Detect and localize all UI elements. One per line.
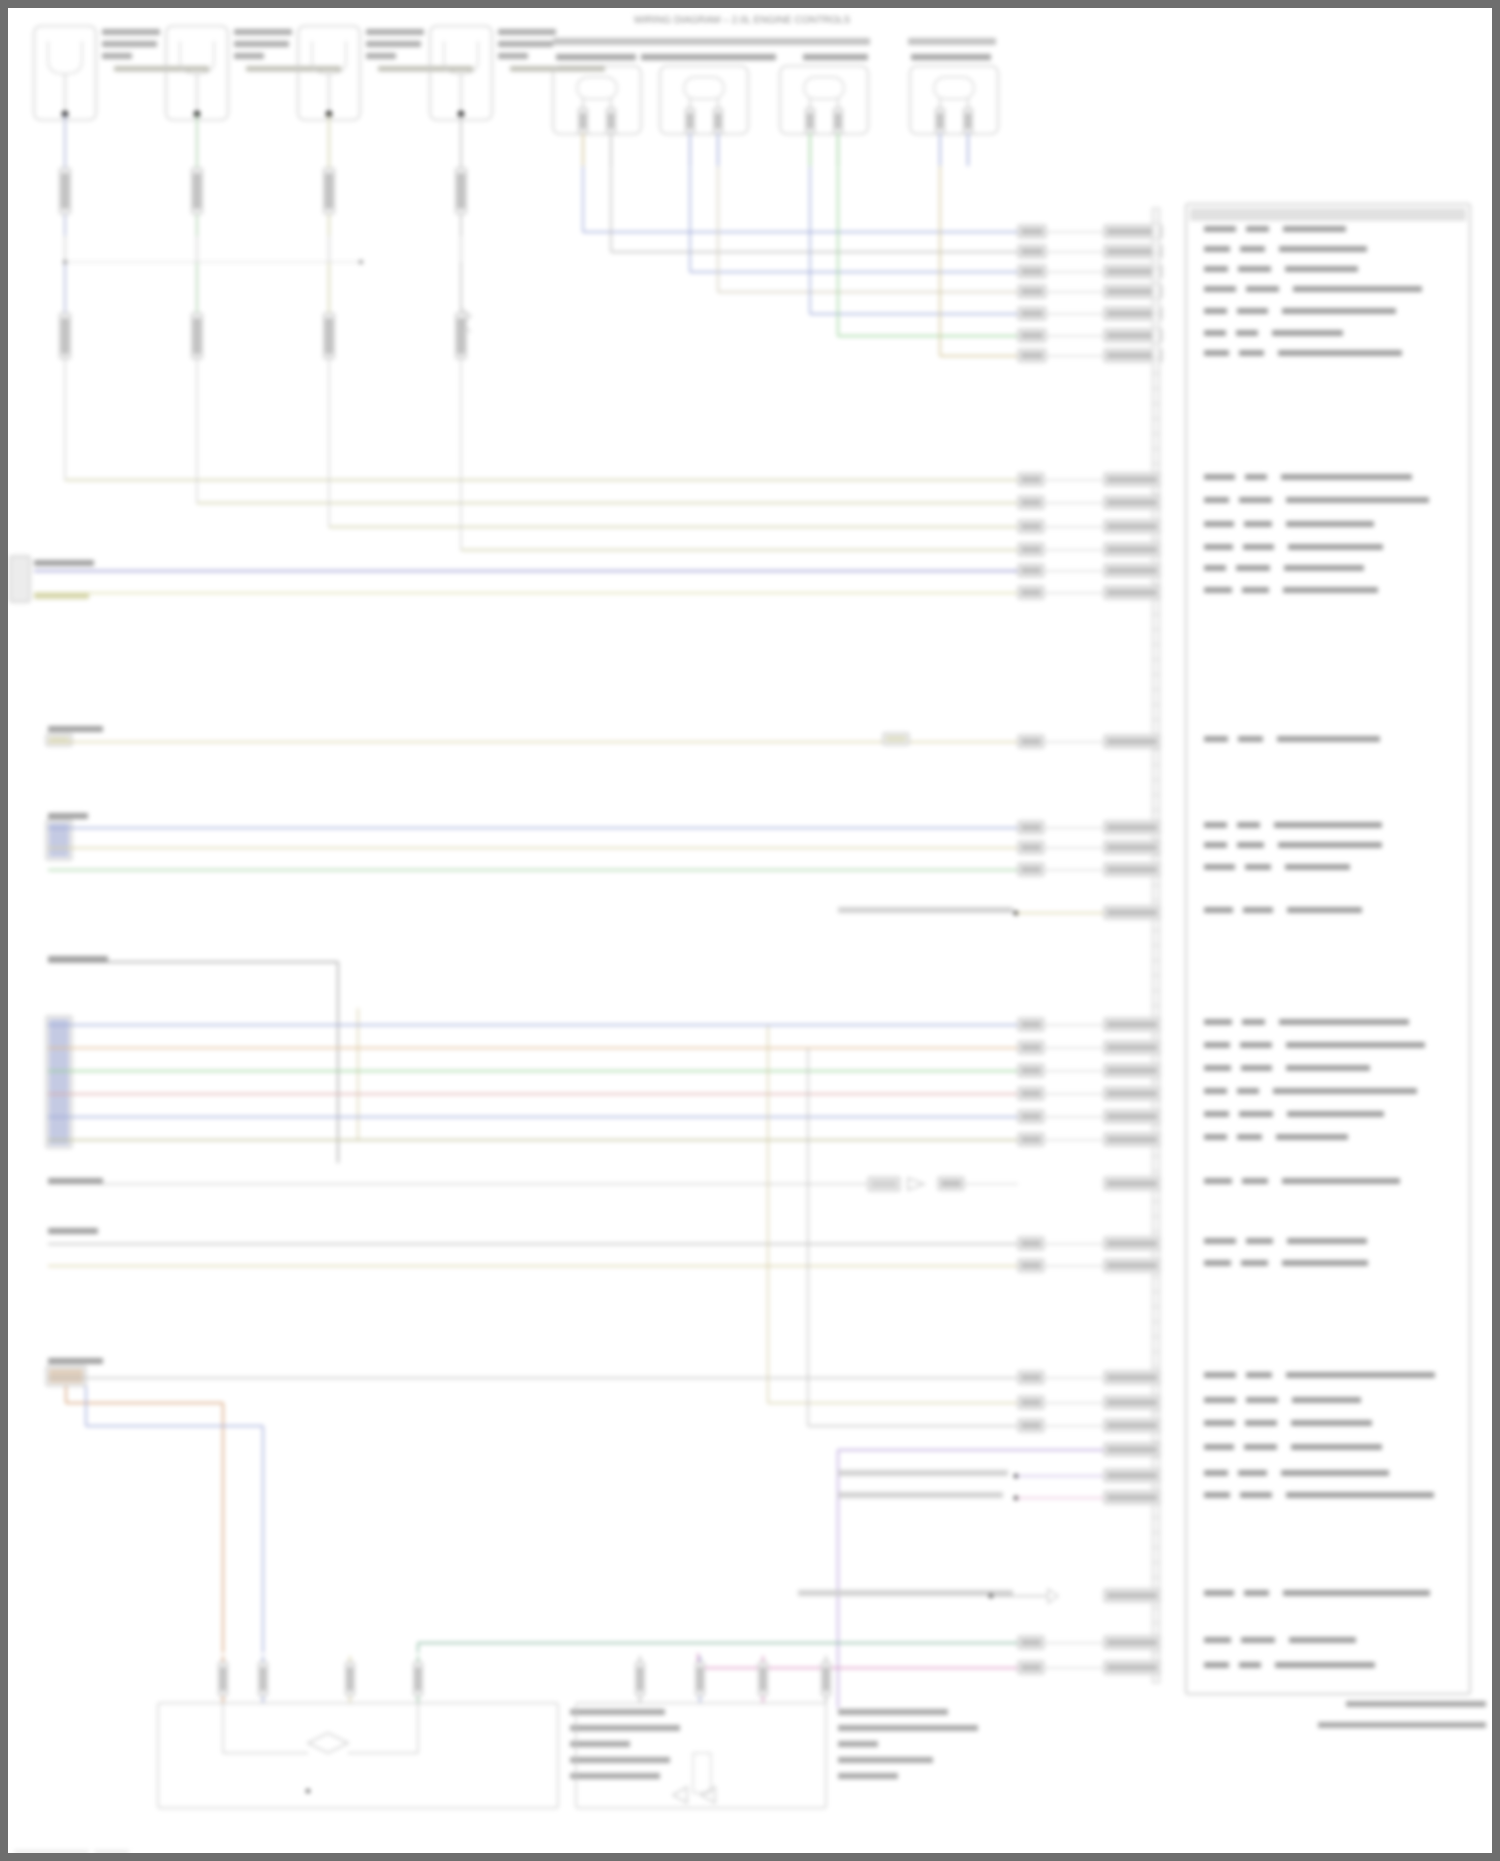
svg-text:WIRING DIAGRAM – 2.0L ENGINE C: WIRING DIAGRAM – 2.0L ENGINE CONTROLS	[634, 15, 851, 26]
